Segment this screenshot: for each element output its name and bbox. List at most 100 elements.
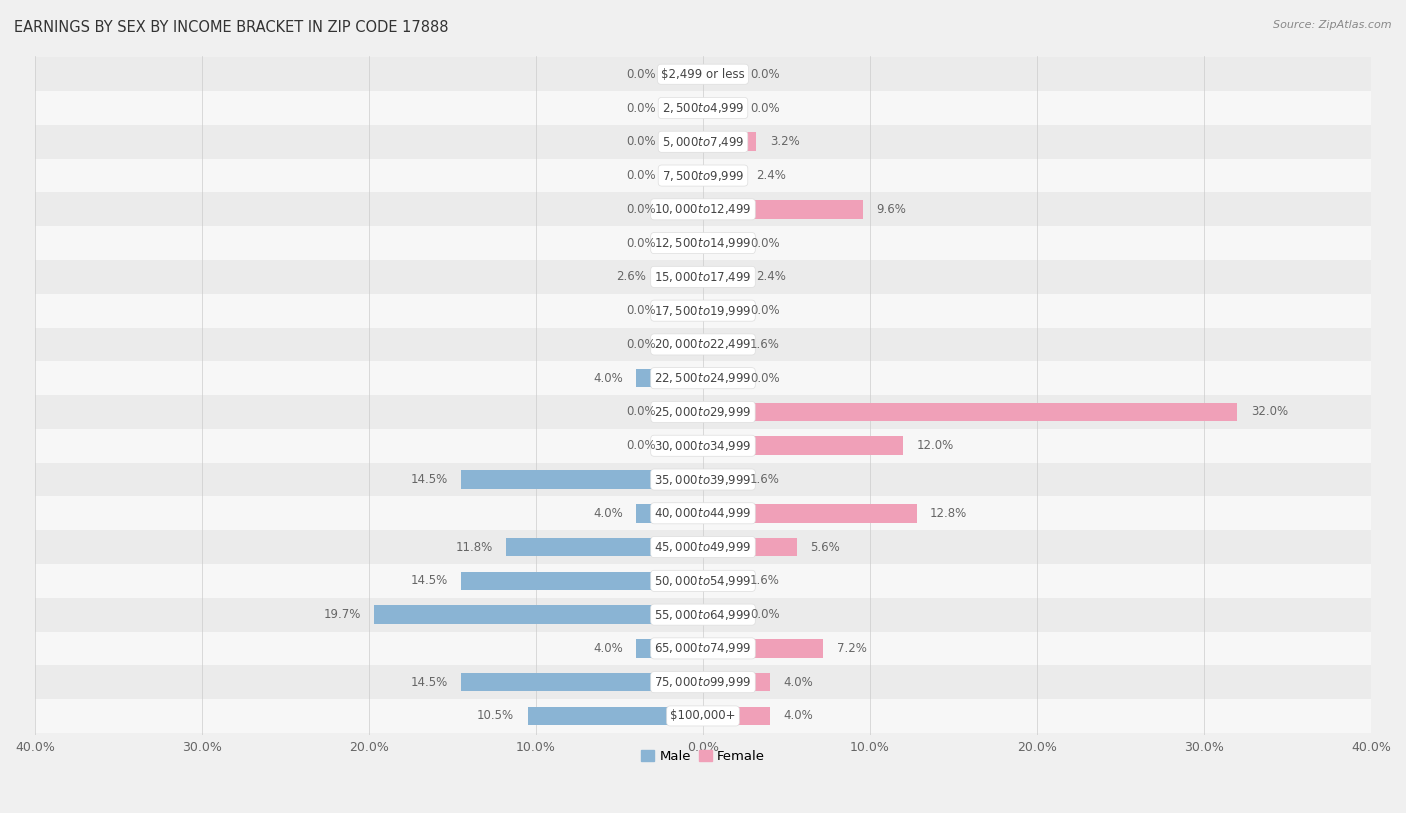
- Bar: [35, 564, 1371, 598]
- Legend: Male, Female: Male, Female: [636, 745, 770, 768]
- Text: $40,000 to $44,999: $40,000 to $44,999: [654, 506, 752, 520]
- Bar: [703, 98, 737, 117]
- Text: $2,500 to $4,999: $2,500 to $4,999: [662, 101, 744, 115]
- Bar: [703, 673, 770, 691]
- Text: 0.0%: 0.0%: [749, 67, 779, 80]
- Text: 0.0%: 0.0%: [749, 304, 779, 317]
- Bar: [669, 98, 703, 117]
- Bar: [703, 65, 737, 84]
- Text: 11.8%: 11.8%: [456, 541, 492, 554]
- Text: 7.2%: 7.2%: [837, 642, 866, 655]
- Text: 4.0%: 4.0%: [593, 642, 623, 655]
- Text: $75,000 to $99,999: $75,000 to $99,999: [654, 675, 752, 689]
- Text: 9.6%: 9.6%: [877, 202, 907, 215]
- Bar: [669, 437, 703, 455]
- Bar: [669, 302, 703, 320]
- Bar: [35, 395, 1371, 429]
- Bar: [703, 302, 737, 320]
- Bar: [35, 530, 1371, 564]
- Bar: [636, 639, 703, 658]
- Text: 5.6%: 5.6%: [810, 541, 839, 554]
- Text: $65,000 to $74,999: $65,000 to $74,999: [654, 641, 752, 655]
- Text: 3.2%: 3.2%: [770, 135, 800, 148]
- Text: $20,000 to $22,499: $20,000 to $22,499: [654, 337, 752, 351]
- Bar: [506, 537, 703, 556]
- Bar: [703, 133, 756, 151]
- Bar: [703, 402, 1237, 421]
- Text: 0.0%: 0.0%: [627, 304, 657, 317]
- Bar: [703, 606, 737, 624]
- Bar: [461, 470, 703, 489]
- Bar: [669, 167, 703, 185]
- Text: 0.0%: 0.0%: [627, 406, 657, 419]
- Bar: [35, 91, 1371, 125]
- Bar: [35, 463, 1371, 497]
- Text: 0.0%: 0.0%: [749, 608, 779, 621]
- Bar: [35, 125, 1371, 159]
- Text: 19.7%: 19.7%: [323, 608, 360, 621]
- Text: 4.0%: 4.0%: [593, 506, 623, 520]
- Text: 0.0%: 0.0%: [627, 169, 657, 182]
- Bar: [461, 673, 703, 691]
- Bar: [636, 369, 703, 388]
- Text: $7,500 to $9,999: $7,500 to $9,999: [662, 168, 744, 183]
- Bar: [374, 606, 703, 624]
- Bar: [527, 706, 703, 725]
- Bar: [35, 226, 1371, 260]
- Text: $15,000 to $17,499: $15,000 to $17,499: [654, 270, 752, 284]
- Bar: [35, 293, 1371, 328]
- Bar: [703, 639, 824, 658]
- Bar: [461, 572, 703, 590]
- Bar: [35, 159, 1371, 193]
- Bar: [703, 335, 737, 354]
- Bar: [669, 200, 703, 219]
- Bar: [669, 335, 703, 354]
- Text: $12,500 to $14,999: $12,500 to $14,999: [654, 236, 752, 250]
- Text: 2.6%: 2.6%: [616, 271, 647, 284]
- Bar: [35, 497, 1371, 530]
- Bar: [35, 598, 1371, 632]
- Text: 0.0%: 0.0%: [749, 237, 779, 250]
- Bar: [703, 167, 744, 185]
- Text: 0.0%: 0.0%: [627, 202, 657, 215]
- Text: $17,500 to $19,999: $17,500 to $19,999: [654, 303, 752, 318]
- Text: $30,000 to $34,999: $30,000 to $34,999: [654, 439, 752, 453]
- Text: 12.0%: 12.0%: [917, 439, 955, 452]
- Bar: [703, 572, 737, 590]
- Text: 0.0%: 0.0%: [749, 372, 779, 385]
- Text: 0.0%: 0.0%: [627, 102, 657, 115]
- Bar: [703, 504, 917, 523]
- Text: $100,000+: $100,000+: [671, 710, 735, 723]
- Text: 10.5%: 10.5%: [477, 710, 515, 723]
- Bar: [636, 504, 703, 523]
- Text: 12.8%: 12.8%: [931, 506, 967, 520]
- Bar: [35, 632, 1371, 665]
- Bar: [703, 234, 737, 252]
- Bar: [703, 537, 797, 556]
- Text: $45,000 to $49,999: $45,000 to $49,999: [654, 540, 752, 554]
- Bar: [35, 328, 1371, 361]
- Bar: [35, 193, 1371, 226]
- Text: 4.0%: 4.0%: [783, 676, 813, 689]
- Text: 0.0%: 0.0%: [627, 338, 657, 351]
- Text: 0.0%: 0.0%: [627, 135, 657, 148]
- Text: $22,500 to $24,999: $22,500 to $24,999: [654, 372, 752, 385]
- Bar: [669, 402, 703, 421]
- Bar: [659, 267, 703, 286]
- Text: 14.5%: 14.5%: [411, 473, 447, 486]
- Bar: [35, 429, 1371, 463]
- Bar: [703, 369, 737, 388]
- Text: 0.0%: 0.0%: [627, 67, 657, 80]
- Bar: [35, 58, 1371, 91]
- Text: $25,000 to $29,999: $25,000 to $29,999: [654, 405, 752, 419]
- Bar: [669, 133, 703, 151]
- Text: 1.6%: 1.6%: [749, 574, 780, 587]
- Bar: [703, 267, 744, 286]
- Text: 2.4%: 2.4%: [756, 169, 786, 182]
- Text: 4.0%: 4.0%: [783, 710, 813, 723]
- Text: 0.0%: 0.0%: [627, 439, 657, 452]
- Bar: [35, 361, 1371, 395]
- Text: $5,000 to $7,499: $5,000 to $7,499: [662, 135, 744, 149]
- Text: $55,000 to $64,999: $55,000 to $64,999: [654, 607, 752, 622]
- Text: 1.6%: 1.6%: [749, 473, 780, 486]
